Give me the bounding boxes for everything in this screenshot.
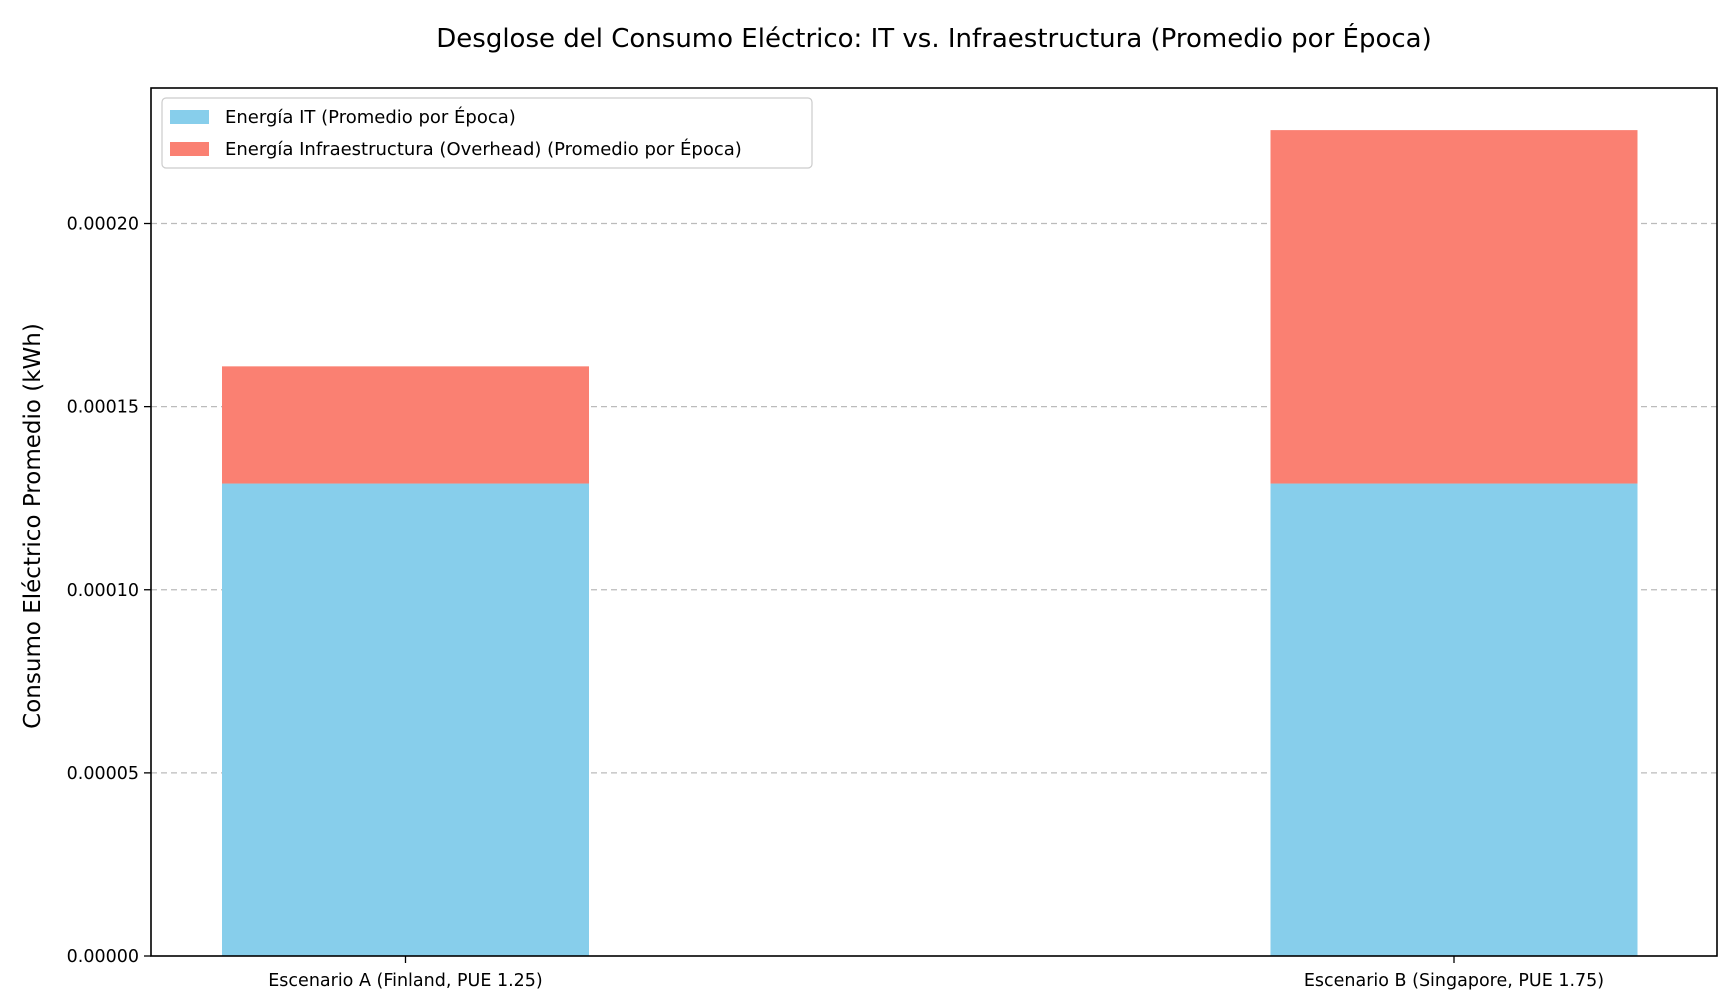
legend-swatch [170,142,209,156]
x-tick-label: Escenario A (Finland, PUE 1.25) [268,971,543,991]
legend-label: Energía IT (Promedio por Época) [225,106,516,128]
legend: Energía IT (Promedio por Época) Energía I… [161,97,813,169]
y-tick-label: 0.00010 [67,581,139,601]
x-tick-label: Escenario B (Singapore, PUE 1.75) [1304,971,1604,991]
y-tick-label: 0.00020 [67,215,139,235]
bars [222,130,1638,956]
bar-segment-it-1 [1270,483,1638,956]
y-tick-label: 0.00000 [67,947,139,967]
legend-box [161,97,813,169]
plot-frame [150,87,1718,957]
bar-segment-it-0 [222,483,589,956]
legend-label: Energía Infraestructura (Overhead) (Prom… [225,138,742,160]
y-tick-label: 0.00015 [67,398,139,418]
legend-swatch [170,110,209,124]
y-axis-label: Consumo Eléctrico Promedio (kWh) [20,323,46,729]
bar-segment-infra-1 [1270,130,1638,484]
x-axis-ticks: Escenario A (Finland, PUE 1.25) Escenario… [268,956,1604,991]
y-axis-ticks: 0.00000 0.00005 0.00010 0.00015 0.00020 [67,215,151,967]
bar-segment-infra-0 [222,366,589,484]
y-tick-label: 0.00005 [67,764,139,784]
chart-title: Desglose del Consumo Eléctrico: IT vs. I… [436,22,1431,54]
